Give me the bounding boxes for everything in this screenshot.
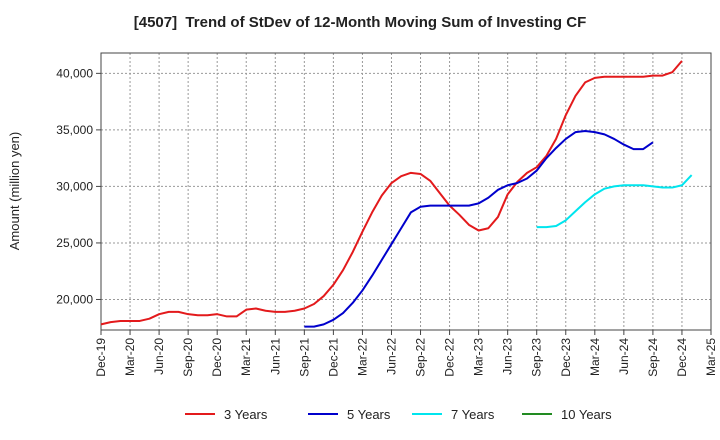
- y-tick-label: 20,000: [56, 292, 93, 306]
- series-lines: [100, 60, 693, 328]
- series-line-7-years: [536, 174, 693, 229]
- x-tick-label: Dec-22: [443, 338, 457, 377]
- x-tick-label: Jun-23: [501, 338, 515, 375]
- plot-area: [100, 52, 712, 331]
- series-line-3-years: [100, 60, 683, 326]
- y-axis-label: Amount (million yen): [7, 132, 22, 251]
- legend-label: 3 Years: [224, 407, 268, 422]
- x-tick-label: Mar-25: [704, 338, 718, 376]
- legend-label: 5 Years: [347, 407, 391, 422]
- x-tick-label: Dec-23: [559, 338, 573, 377]
- x-tick-label: Sep-22: [414, 338, 428, 377]
- y-axis-ticks: 20,000 25,000 30,000 35,000 40,000: [56, 66, 101, 306]
- y-tick-label: 35,000: [56, 123, 93, 137]
- x-tick-label: Dec-21: [326, 338, 340, 377]
- x-tick-label: Sep-24: [646, 338, 660, 377]
- chart-title: [4507] Trend of StDev of 12-Month Moving…: [133, 14, 587, 31]
- x-tick-label: Jun-20: [152, 338, 166, 375]
- legend-label: 7 Years: [451, 407, 495, 422]
- grid-lines: [100, 53, 712, 330]
- legend: 3 Years 5 Years 7 Years 10 Years: [185, 407, 612, 422]
- x-tick-label: Jun-24: [617, 338, 631, 375]
- x-tick-label: Dec-19: [94, 338, 108, 377]
- x-tick-label: Mar-24: [588, 338, 602, 376]
- x-tick-label: Mar-20: [123, 338, 137, 376]
- series-line-5-years: [304, 130, 654, 328]
- x-tick-label: Mar-21: [239, 338, 253, 376]
- y-tick-label: 25,000: [56, 236, 93, 250]
- legend-label: 10 Years: [561, 407, 612, 422]
- x-tick-label: Dec-20: [210, 338, 224, 377]
- x-tick-label: Mar-22: [355, 338, 369, 376]
- y-tick-label: 40,000: [56, 66, 93, 80]
- x-axis-ticks: Dec-19 Mar-20 Jun-20 Sep-20 Dec-20 Mar-21 Jun-…: [94, 330, 718, 377]
- x-tick-label: Sep-23: [530, 338, 544, 377]
- x-tick-label: Sep-20: [181, 338, 195, 377]
- x-tick-label: Jun-21: [268, 338, 282, 375]
- x-tick-label: Sep-21: [297, 338, 311, 377]
- x-tick-label: Dec-24: [675, 338, 689, 377]
- x-tick-label: Mar-23: [472, 338, 486, 376]
- x-tick-label: Jun-22: [384, 338, 398, 375]
- y-tick-label: 30,000: [56, 179, 93, 193]
